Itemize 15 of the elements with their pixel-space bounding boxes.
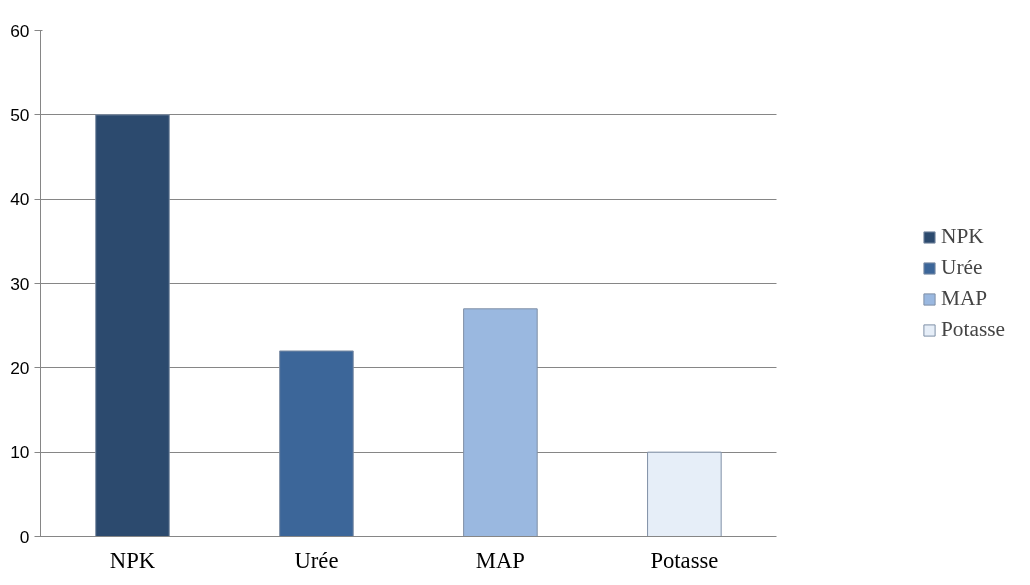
- y-tick-label: 0: [19, 526, 30, 547]
- y-tick-label: 10: [10, 442, 30, 463]
- y-tick-label: 40: [10, 189, 30, 210]
- y-tick-label: 50: [10, 104, 30, 125]
- x-tick-label: NPK: [109, 547, 156, 573]
- legend-label: Urée: [941, 255, 983, 280]
- legend-label: Potasse: [941, 317, 1005, 342]
- x-tick-label: Urée: [294, 547, 339, 573]
- legend-label: NPK: [941, 224, 984, 249]
- x-tick-label: MAP: [475, 547, 525, 573]
- x-tick-label: Potasse: [650, 547, 719, 573]
- y-tick-label: 30: [10, 273, 30, 294]
- y-tick-label: 60: [10, 20, 30, 41]
- legend-label: MAP: [941, 286, 988, 311]
- y-tick-label: 20: [10, 357, 30, 378]
